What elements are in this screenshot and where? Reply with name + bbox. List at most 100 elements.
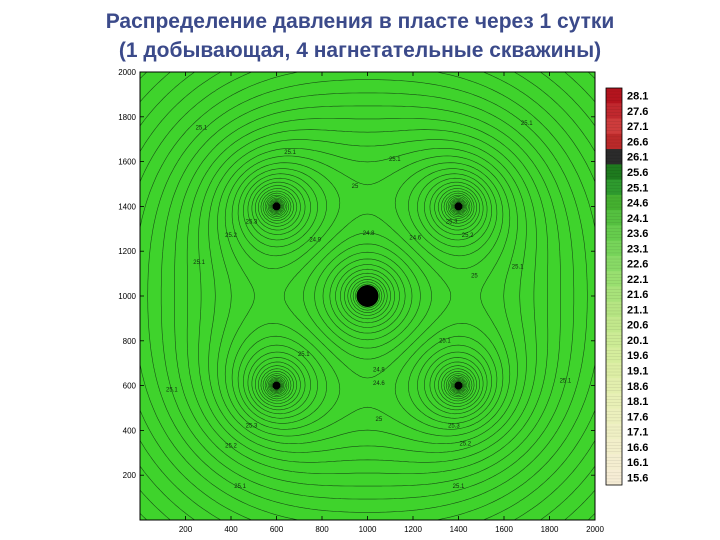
injector-well <box>454 381 463 390</box>
contour-line <box>174 105 561 487</box>
x-tick-label: 1200 <box>404 525 422 534</box>
colorbar-swatch <box>606 378 622 394</box>
colorbar-label: 24.6 <box>627 198 648 210</box>
contour-label: 24.6 <box>409 235 421 241</box>
contour-line <box>139 71 596 521</box>
colorbar-swatch <box>606 347 622 364</box>
contour-line <box>224 155 511 437</box>
colorbar-swatch <box>606 454 622 471</box>
colorbar-label: 28.1 <box>627 91 648 103</box>
colorbar-swatch <box>606 164 622 181</box>
x-tick-label: 400 <box>224 525 238 534</box>
contour-label: 24.8 <box>373 367 385 373</box>
injector-well <box>272 202 281 211</box>
colorbar-label: 27.6 <box>627 106 648 118</box>
contour-line <box>186 118 549 474</box>
colorbar-label: 16.6 <box>627 442 648 454</box>
x-tick-label: 2000 <box>586 525 604 534</box>
contour-line <box>266 196 469 396</box>
colorbar-swatch <box>606 194 622 211</box>
y-tick-label: 400 <box>123 426 137 435</box>
colorbar-label: 25.6 <box>627 167 648 179</box>
contour-label: 25.3 <box>246 220 258 226</box>
x-tick-label: 1800 <box>541 525 559 534</box>
colorbar: 28.1 27.6 27.1 26.6 26.1 25.6 25.1 24.6 24.1 23.6… <box>605 87 648 486</box>
contour-label: 25.1 <box>193 260 205 266</box>
contour-line <box>208 139 527 453</box>
x-tick-label: 200 <box>179 525 193 534</box>
colorbar-swatch <box>606 240 622 257</box>
contour-label: 25.3 <box>448 423 460 429</box>
colorbar-label: 25.1 <box>627 182 648 194</box>
contour-line <box>147 79 588 513</box>
colorbar-label: 27.1 <box>627 121 648 133</box>
contour-line <box>269 199 466 393</box>
colorbar-label: 23.1 <box>627 243 648 255</box>
contour-label: 24.9 <box>309 238 321 244</box>
y-tick-label: 800 <box>123 337 137 346</box>
contour-label: 25.2 <box>459 441 471 447</box>
colorbar-swatch <box>606 225 622 242</box>
colorbar-swatch <box>606 408 622 425</box>
colorbar-swatch <box>606 149 622 165</box>
colorbar-swatch <box>606 362 622 379</box>
contour-line <box>251 181 484 411</box>
contour-line <box>260 190 475 402</box>
colorbar-label: 15.6 <box>627 472 648 484</box>
contour-line <box>270 200 465 392</box>
contour-label: 25 <box>376 417 383 423</box>
contour-line <box>268 198 467 394</box>
contour-line <box>267 197 468 395</box>
x-tick-label: 1600 <box>495 525 513 534</box>
contour-label: 25.1 <box>284 150 296 156</box>
colorbar-label: 22.6 <box>627 259 648 271</box>
y-tick-label: 2000 <box>118 68 136 77</box>
y-axis: 200 400 600 800 1000 1200 1400 1600 1800 2000 <box>118 68 595 480</box>
contour-line <box>262 192 473 400</box>
colorbar-label: 18.6 <box>627 381 648 393</box>
x-tick-label: 1400 <box>450 525 468 534</box>
colorbar-label: 19.6 <box>627 350 648 362</box>
y-tick-label: 1600 <box>118 158 136 167</box>
chart-title-line-2: (1 добывающая, 4 нагнетательные скважины… <box>118 39 602 62</box>
colorbar-swatch <box>606 88 622 104</box>
contour-line <box>139 71 596 521</box>
wells <box>272 202 463 390</box>
chart-title-line-1: Распределение давления в пласте через 1 … <box>105 10 615 33</box>
contour-label: 25.1 <box>560 379 572 385</box>
colorbar-label: 22.1 <box>627 274 648 286</box>
contour-label: 25.1 <box>453 484 465 490</box>
y-tick-label: 1400 <box>118 202 136 211</box>
contour-line <box>247 177 488 415</box>
colorbar-swatch <box>606 255 622 272</box>
contour-label: 25.2 <box>225 444 237 450</box>
colorbar-swatch <box>606 286 622 303</box>
contour-labels: 25.1 25.1 25.1 25.1 25 25.3 25.2 24.9 24.8 24.6 25… <box>166 121 572 490</box>
colorbar-swatch <box>606 332 622 349</box>
contour-label: 25.1 <box>298 352 310 358</box>
colorbar-swatch <box>606 393 622 410</box>
contour-label: 25 <box>471 273 478 279</box>
colorbar-label: 21.1 <box>627 304 648 316</box>
y-tick-label: 1200 <box>118 247 136 256</box>
contour-label: 25.1 <box>234 484 246 490</box>
colorbar-label: 26.1 <box>627 152 648 164</box>
contour-line <box>217 148 518 444</box>
colorbar-label: 26.6 <box>627 136 648 148</box>
y-tick-label: 1000 <box>118 292 136 301</box>
contour-line <box>139 71 596 521</box>
contour-label: 25.1 <box>512 264 524 270</box>
contour-label: 25.2 <box>225 233 237 239</box>
colorbar-swatch <box>606 469 622 486</box>
y-tick-label: 200 <box>123 471 137 480</box>
contour-line <box>243 173 492 419</box>
y-tick-label: 1800 <box>118 113 136 122</box>
colorbar-swatch <box>606 317 622 333</box>
contour-line <box>160 92 575 500</box>
contour-label: 24.6 <box>373 381 385 387</box>
contour-label: 25.1 <box>166 388 178 394</box>
contour-label: 25.1 <box>389 157 401 163</box>
x-tick-label: 800 <box>315 525 329 534</box>
colorbar-swatch <box>606 103 622 120</box>
